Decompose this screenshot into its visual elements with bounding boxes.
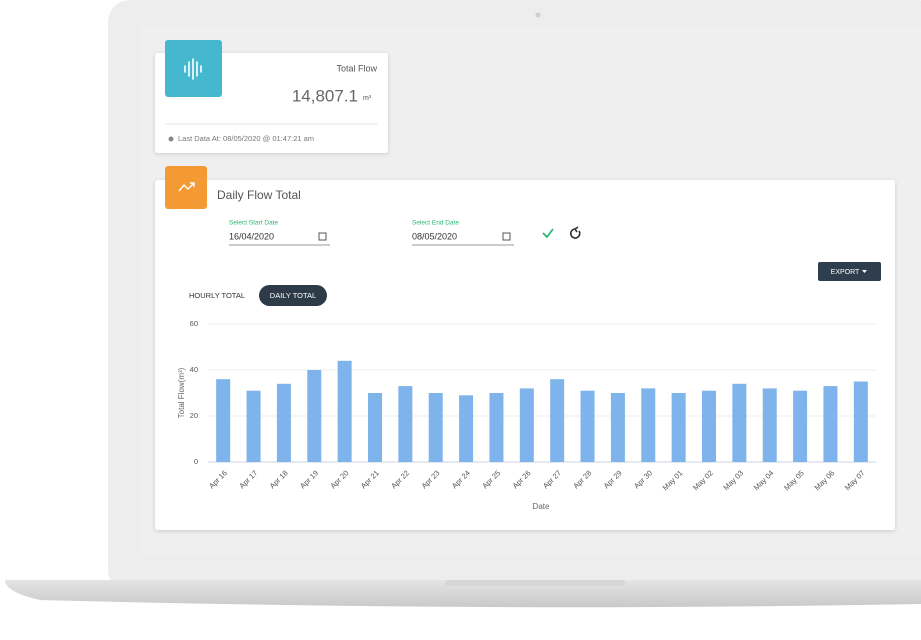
laptop-base	[5, 580, 921, 608]
bar	[550, 379, 565, 462]
export-button[interactable]	[818, 262, 881, 281]
bar	[276, 383, 291, 462]
active-tab[interactable]	[259, 285, 327, 306]
card-label: Total Flow	[336, 63, 377, 73]
y-tick-label: 0	[194, 457, 198, 466]
hinge	[445, 580, 625, 586]
card-title: Daily Flow Total	[217, 188, 301, 202]
bar	[641, 388, 656, 462]
start-date[interactable]: 16/04/2020	[229, 231, 274, 241]
end-label: Select End Date	[412, 220, 459, 227]
bar	[580, 390, 595, 462]
bar	[671, 393, 686, 462]
y-tick-label: 60	[190, 319, 198, 328]
y-axis-label: Total Flow(m³)	[177, 367, 186, 418]
start-label: Select Start Date	[229, 220, 279, 227]
bar	[610, 393, 625, 462]
bar	[368, 393, 382, 462]
calendar-icon[interactable]	[318, 232, 327, 241]
caret	[862, 270, 867, 273]
bar	[519, 388, 534, 462]
bar	[823, 386, 838, 462]
bar	[459, 395, 474, 462]
export-label[interactable]: EXPORT	[831, 269, 860, 276]
tab[interactable]: HOURLY TOTAL	[189, 291, 245, 300]
y-tick-label: 40	[190, 365, 198, 374]
bar	[489, 393, 504, 462]
bar	[246, 390, 261, 462]
bar	[702, 390, 716, 462]
plug-icon	[168, 136, 174, 142]
x-axis-label: Date	[533, 502, 550, 511]
bar	[793, 390, 808, 462]
y-tick-label: 20	[190, 411, 198, 420]
bar	[428, 393, 443, 462]
apply-button[interactable]	[542, 228, 554, 239]
bar	[216, 379, 231, 462]
total-flow-value: 14,807.1	[292, 86, 358, 105]
tab[interactable]: DAILY TOTAL	[270, 291, 316, 300]
bar	[853, 381, 868, 462]
bar	[307, 370, 322, 462]
wave-icon	[184, 58, 202, 80]
last-data: Last Data At: 08/05/2020 @ 01:47:21 am	[178, 134, 314, 143]
calendar-icon[interactable]	[502, 232, 511, 241]
bar	[732, 383, 747, 462]
end-date[interactable]: 08/05/2020	[412, 231, 457, 241]
bar	[337, 360, 352, 462]
bar	[762, 388, 777, 462]
unit: m³	[363, 95, 372, 102]
camera	[535, 12, 541, 18]
refresh-button[interactable]	[569, 226, 581, 239]
bar	[398, 386, 413, 462]
trend-icon	[178, 182, 195, 192]
